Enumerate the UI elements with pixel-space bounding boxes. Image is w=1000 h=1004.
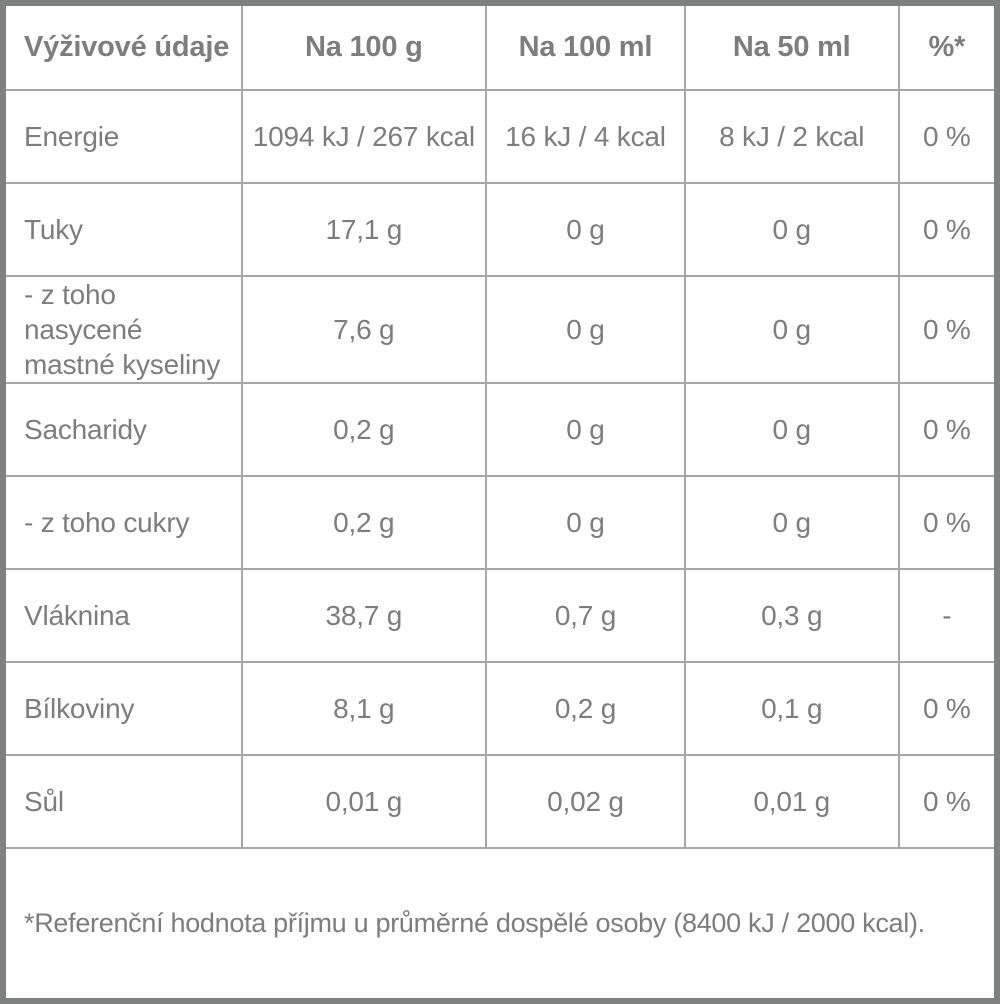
table-row-bilkoviny: Bílkoviny 8,1 g 0,2 g 0,1 g 0 % — [2, 661, 999, 756]
value-per-100ml: 0 g — [485, 275, 686, 384]
nutrient-label: Bílkoviny — [2, 661, 243, 756]
header-pct: %* — [897, 2, 999, 91]
value-per-100ml: 0 g — [485, 182, 686, 277]
table-row-energie: Energie 1094 kJ / 267 kcal 16 kJ / 4 kca… — [2, 89, 999, 184]
header-per-100g: Na 100 g — [240, 2, 488, 91]
value-pct: 0 % — [897, 275, 999, 384]
value-per-100g: 0,2 g — [240, 475, 488, 570]
value-per-100ml: 0,2 g — [485, 661, 686, 756]
value-per-50ml: 0 g — [683, 182, 900, 277]
value-pct: 0 % — [897, 89, 999, 184]
nutrient-label: - z toho nasycené mastné kyseliny — [2, 275, 243, 384]
value-per-100g: 17,1 g — [240, 182, 488, 277]
nutrient-label: Vláknina — [2, 568, 243, 663]
table-row-sul: Sůl 0,01 g 0,02 g 0,01 g 0 % — [2, 754, 999, 849]
nutrient-label: Sacharidy — [2, 382, 243, 477]
nutrient-label: Sůl — [2, 754, 243, 849]
value-per-100g: 7,6 g — [240, 275, 488, 384]
header-per-100ml: Na 100 ml — [485, 2, 686, 91]
table-row-tuky: Tuky 17,1 g 0 g 0 g 0 % — [2, 182, 999, 277]
header-per-50ml: Na 50 ml — [683, 2, 900, 91]
value-pct: 0 % — [897, 475, 999, 570]
table-row-vlaknina: Vláknina 38,7 g 0,7 g 0,3 g - — [2, 568, 999, 663]
value-per-50ml: 0 g — [683, 275, 900, 384]
table-row-sacharidy: Sacharidy 0,2 g 0 g 0 g 0 % — [2, 382, 999, 477]
footnote-row: *Referenční hodnota příjmu u průměrné do… — [2, 847, 998, 1002]
value-per-100ml: 16 kJ / 4 kcal — [485, 89, 686, 184]
value-pct: 0 % — [897, 661, 999, 756]
table-row-cukry: - z toho cukry 0,2 g 0 g 0 g 0 % — [2, 475, 999, 570]
header-nutrient: Výživové údaje — [2, 2, 243, 91]
value-pct: 0 % — [897, 382, 999, 477]
value-pct: 0 % — [897, 754, 999, 849]
table-row-nasycene: - z toho nasycené mastné kyseliny 7,6 g … — [2, 275, 999, 384]
nutrient-label: - z toho cukry — [2, 475, 243, 570]
value-per-100ml: 0,7 g — [485, 568, 686, 663]
value-per-50ml: 0,3 g — [683, 568, 900, 663]
value-per-50ml: 0,1 g — [683, 661, 900, 756]
value-per-50ml: 0 g — [683, 475, 900, 570]
nutrient-label: Tuky — [2, 182, 243, 277]
header-row: Výživové údaje Na 100 g Na 100 ml Na 50 … — [2, 2, 999, 91]
nutrient-label: Energie — [2, 89, 243, 184]
value-per-100g: 1094 kJ / 267 kcal — [240, 89, 488, 184]
value-pct: - — [897, 568, 999, 663]
value-per-100g: 0,2 g — [240, 382, 488, 477]
value-per-50ml: 8 kJ / 2 kcal — [683, 89, 900, 184]
value-per-100ml: 0 g — [485, 382, 686, 477]
value-per-100g: 8,1 g — [240, 661, 488, 756]
reference-footnote: *Referenční hodnota příjmu u průměrné do… — [2, 847, 998, 1002]
value-per-100ml: 0,02 g — [485, 754, 686, 849]
value-per-50ml: 0 g — [683, 382, 900, 477]
value-per-100ml: 0 g — [485, 475, 686, 570]
value-per-50ml: 0,01 g — [683, 754, 900, 849]
value-per-100g: 0,01 g — [240, 754, 488, 849]
value-per-100g: 38,7 g — [240, 568, 488, 663]
value-pct: 0 % — [897, 182, 999, 277]
